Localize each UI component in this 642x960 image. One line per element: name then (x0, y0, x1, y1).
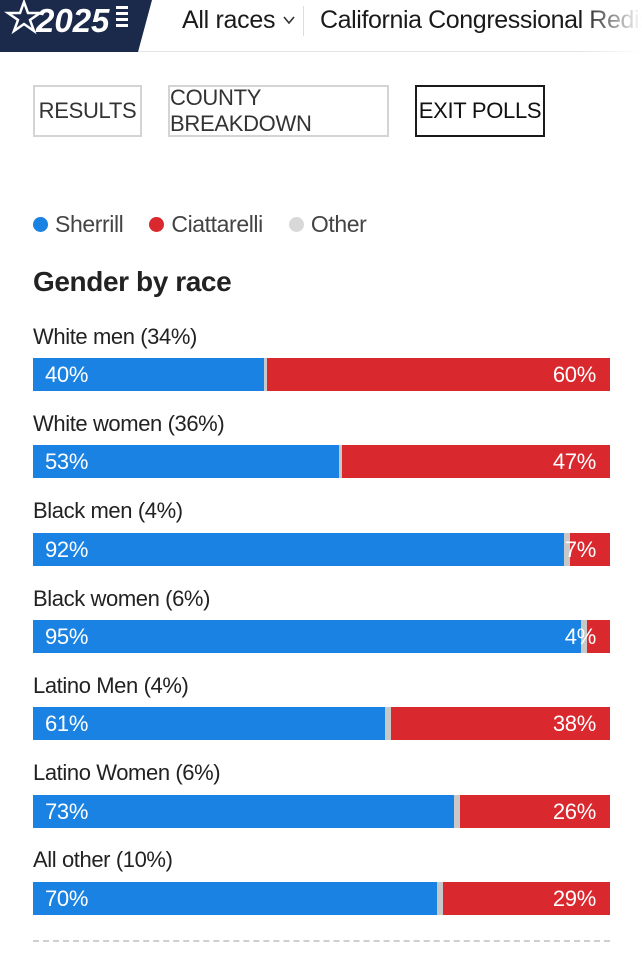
sherrill-segment: 92% (33, 533, 564, 566)
row-label: Black men (4%) (33, 498, 183, 523)
ciattarelli-percent: 7% (564, 537, 597, 562)
chevron-down-icon (283, 16, 295, 25)
section-title: Gender by race (33, 266, 232, 297)
ciattarelli-percent: 60% (552, 362, 596, 387)
candidate-legend: Sherrill Ciattarelli Other (33, 208, 392, 240)
sherrill-percent: 40% (45, 362, 89, 387)
ciattarelli-percent: 38% (552, 711, 596, 736)
legend-sherrill: Sherrill (33, 210, 124, 238)
row-label: Latino Women (6%) (33, 760, 221, 785)
sherrill-percent: 95% (45, 624, 89, 649)
ciattarelli-percent: 29% (552, 886, 596, 911)
other-segment (437, 882, 443, 915)
top-nav-bar: 2025 All races California Congressional … (0, 0, 642, 52)
sherrill-dot-icon (33, 216, 48, 232)
result-bar: 40% 60% (33, 358, 610, 391)
section-divider (33, 940, 610, 942)
row-label: Black women (6%) (33, 586, 210, 611)
result-bar: 73% 26% (33, 795, 610, 828)
sherrill-percent: 73% (45, 799, 89, 824)
other-segment (339, 445, 342, 478)
other-dot-icon (288, 216, 304, 232)
sherrill-segment: 61% (33, 707, 385, 740)
other-segment (564, 533, 570, 566)
all-races-label: All races (182, 5, 276, 34)
ciattarelli-segment: 4% (565, 620, 610, 653)
row-label: All other (10%) (33, 847, 173, 872)
sherrill-segment: 40% (33, 358, 264, 391)
other-segment (264, 358, 267, 391)
row-label: White women (36%) (33, 411, 225, 436)
all-races-dropdown[interactable]: All races (182, 2, 296, 38)
ciattarelli-percent: 47% (552, 449, 596, 474)
legend-other: Other (288, 210, 367, 238)
tab-county-breakdown[interactable]: COUNTY BREAKDOWN (168, 85, 389, 137)
ciattarelli-segment: 47% (342, 445, 610, 478)
ciattarelli-segment: 60% (267, 358, 610, 391)
result-bar: 61% 38% (33, 707, 610, 740)
result-bar: 53% 47% (33, 445, 610, 478)
sherrill-segment: 53% (33, 445, 339, 478)
other-segment (454, 795, 460, 828)
ciattarelli-percent: 4% (564, 624, 597, 649)
election-2025-logo[interactable]: 2025 (0, 0, 152, 52)
ciattarelli-dot-icon (149, 216, 165, 232)
row-label: Latino Men (4%) (33, 673, 189, 698)
sherrill-segment: 70% (33, 882, 437, 915)
result-bar: 70% 29% (33, 882, 610, 915)
race-title-link[interactable]: California Congressional Redistr (320, 5, 642, 34)
ciattarelli-segment: 29% (443, 882, 610, 915)
sherrill-percent: 92% (45, 537, 89, 562)
ciattarelli-segment: 38% (391, 707, 610, 740)
tab-results[interactable]: RESULTS (33, 85, 142, 137)
tab-exit-polls[interactable]: EXIT POLLS (415, 85, 545, 137)
sherrill-percent: 61% (45, 711, 89, 736)
legend-label: Sherrill (55, 210, 124, 237)
ciattarelli-percent: 26% (552, 799, 596, 824)
other-segment (385, 707, 391, 740)
ciattarelli-segment: 7% (565, 533, 610, 566)
sherrill-segment: 73% (33, 795, 454, 828)
nav-divider (303, 6, 304, 36)
legend-label: Other (310, 210, 367, 237)
other-segment (581, 620, 587, 653)
legend-ciattarelli: Ciattarelli (149, 210, 263, 238)
legend-label: Ciattarelli (171, 210, 263, 237)
result-bar: 95% 4% (33, 620, 610, 653)
sherrill-percent: 53% (45, 449, 89, 474)
ciattarelli-segment: 26% (460, 795, 610, 828)
logo-year: 2025 (35, 2, 110, 39)
sherrill-percent: 70% (45, 886, 89, 911)
row-label: White men (34%) (33, 324, 197, 349)
result-bar: 92% 7% (33, 533, 610, 566)
sherrill-segment: 95% (33, 620, 581, 653)
